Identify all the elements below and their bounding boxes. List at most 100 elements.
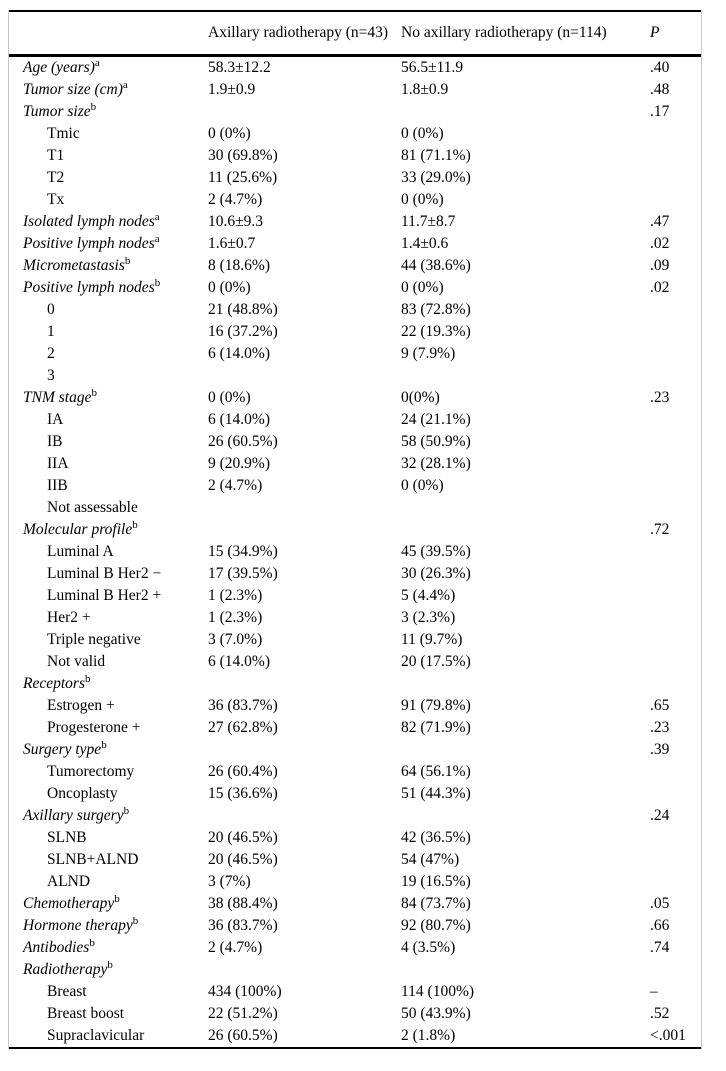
cell-group1: [208, 739, 401, 761]
table-row: ALND 3 (7%) 19 (16.5%): [9, 871, 701, 893]
row-label-sup: b: [132, 518, 138, 531]
table-row: Oncoplasty 15 (36.6%) 51 (44.3%): [9, 783, 701, 805]
table-row: Axillary surgeryb .24: [9, 805, 701, 827]
table-row: Molecular profileb .72: [9, 519, 701, 541]
row-label-text: Progesterone +: [47, 718, 141, 736]
table-row: Isolated lymph nodesa 10.6±9.3 11.7±8.7 …: [9, 211, 701, 233]
cell-p: .17: [650, 102, 670, 120]
row-label: Positive lymph nodesa: [9, 233, 208, 255]
cell-group1: 36 (83.7%): [208, 696, 278, 714]
cell-group1: 20 (46.5%): [208, 850, 278, 868]
cell-group2: [401, 519, 646, 541]
cell-p: .02: [650, 278, 670, 296]
row-label-text: Axillary surgery: [23, 806, 124, 824]
cell-group1: 30 (69.8%): [208, 146, 278, 164]
row-label-text: Chemotherapy: [23, 894, 115, 912]
cell-group1: 6 (14.0%): [208, 410, 270, 428]
cell-group2: [401, 959, 646, 981]
row-label-text: 3: [47, 366, 55, 384]
row-label: Tumorectomy: [9, 761, 208, 783]
row-label: 3: [9, 365, 208, 387]
row-label-text: TNM stage: [23, 388, 92, 406]
table-row: Luminal B Her2 − 17 (39.5%) 30 (26.3%): [9, 563, 701, 585]
row-label: Breast: [9, 981, 208, 1003]
row-label-text: Not valid: [47, 652, 106, 670]
cell-group2: 54 (47%): [401, 850, 460, 868]
cell-p: .72: [650, 520, 670, 538]
row-label: Surgery typeb: [9, 739, 208, 761]
table-row: IIA 9 (20.9%) 32 (28.1%): [9, 453, 701, 475]
row-label-sup: b: [91, 386, 97, 399]
row-label: 2: [9, 343, 208, 365]
header-p-value: P: [650, 23, 660, 41]
cell-p: [646, 871, 701, 893]
row-label-text: Micrometastasis: [23, 256, 125, 274]
row-label: SLNB: [9, 827, 208, 849]
cell-p: .66: [650, 916, 670, 934]
cell-group1: 17 (39.5%): [208, 564, 278, 582]
cell-group1: 26 (60.5%): [208, 432, 278, 450]
table-row: Breast 434 (100%) 114 (100%) –: [9, 981, 701, 1003]
cell-group1: 16 (37.2%): [208, 322, 278, 340]
row-label-text: Isolated lymph nodes: [23, 212, 155, 230]
cell-group2: [401, 673, 646, 695]
row-label-text: T1: [47, 146, 65, 164]
table-row: Estrogen + 36 (83.7%) 91 (79.8%) .65: [9, 695, 701, 717]
cell-group1: 9 (20.9%): [208, 454, 270, 472]
row-label-text: Age (years): [23, 58, 95, 76]
cell-p: .40: [650, 58, 670, 76]
row-label-sup: b: [89, 936, 95, 949]
table-row: Tumorectomy 26 (60.4%) 64 (56.1%): [9, 761, 701, 783]
row-label-text: Breast: [47, 982, 87, 1000]
row-label: T1: [9, 145, 208, 167]
cell-group1: 6 (14.0%): [208, 652, 270, 670]
row-label-sup: b: [154, 276, 161, 289]
cell-p: [646, 299, 701, 321]
row-label-text: Positive lymph nodes: [23, 278, 155, 296]
cell-p: [646, 343, 701, 365]
cell-p: [646, 651, 701, 673]
cell-group1: 20 (46.5%): [208, 828, 278, 846]
row-label: TNM stageb: [9, 387, 208, 409]
row-label-text: Antibodies: [23, 938, 90, 956]
cell-group2: [401, 739, 646, 761]
cell-group2: 45 (39.5%): [401, 542, 471, 560]
cell-group1: 2 (4.7%): [208, 190, 263, 208]
row-label-sup: b: [84, 672, 91, 685]
table-row: Luminal A 15 (34.9%) 45 (39.5%): [9, 541, 701, 563]
cell-group2: 58 (50.9%): [401, 432, 471, 450]
cell-group2: 32 (28.1%): [401, 454, 471, 472]
row-label-text: Breast boost: [47, 1004, 125, 1022]
cell-group1: 1.6±0.7: [208, 234, 256, 252]
row-label-sup: b: [132, 914, 139, 927]
cell-group1: 8 (18.6%): [208, 256, 270, 274]
row-label: Tumor size (cm)a: [9, 79, 208, 101]
cell-group1: 58.3±12.2: [208, 58, 271, 76]
row-label: Radiotherapyb: [9, 959, 208, 981]
row-label: Micrometastasisb: [9, 255, 208, 277]
row-label: Antibodiesb: [9, 937, 208, 959]
row-label: Isolated lymph nodesa: [9, 211, 208, 233]
row-label: Luminal B Her2 +: [9, 585, 208, 607]
table-row: 0 21 (48.8%) 83 (72.8%): [9, 299, 701, 321]
cell-p: [646, 761, 701, 783]
cell-group2: 114 (100%): [401, 982, 475, 1000]
cell-group1: 2 (4.7%): [208, 938, 263, 956]
row-label-text: IIB: [47, 476, 68, 494]
row-label: Triple negative: [9, 629, 208, 651]
row-label-sup: b: [114, 892, 120, 905]
row-label-text: Luminal B Her2 −: [47, 564, 162, 582]
row-label-text: Receptors: [23, 674, 85, 692]
table-header: Axillary radiotherapy (n=43) No axillary…: [9, 11, 701, 55]
table-row: T1 30 (69.8%) 81 (71.1%): [9, 145, 701, 167]
cell-group1: 1 (2.3%): [208, 586, 263, 604]
cell-group1: 6 (14.0%): [208, 344, 270, 362]
cell-group1: 15 (34.9%): [208, 542, 278, 560]
cell-group2: 30 (26.3%): [401, 564, 471, 582]
cell-group2: 1.8±0.9: [401, 80, 449, 98]
table-row: Antibodiesb 2 (4.7%) 4 (3.5%) .74: [9, 937, 701, 959]
cell-p: [646, 541, 701, 563]
row-label-text: Positive lymph nodes: [23, 234, 155, 252]
table-row: Hormone therapyb 36 (83.7%) 92 (80.7%) .…: [9, 915, 701, 937]
cell-group1: 26 (60.5%): [208, 1026, 278, 1044]
